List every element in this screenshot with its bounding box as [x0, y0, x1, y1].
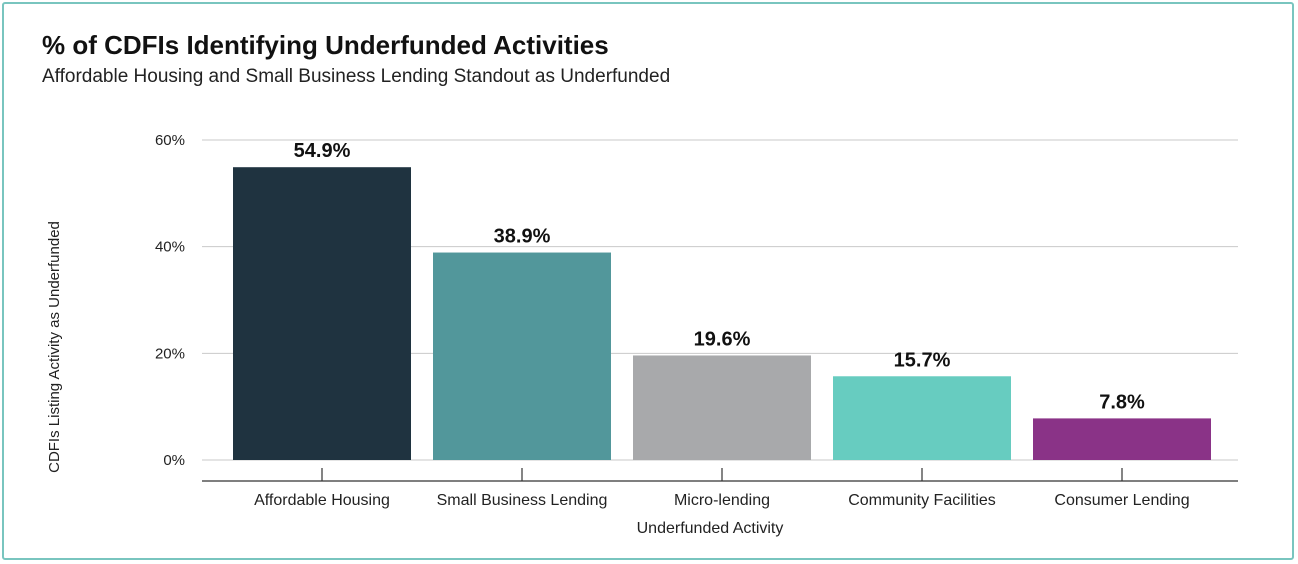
- chart-subtitle: Affordable Housing and Small Business Le…: [42, 66, 671, 87]
- data-labels: 54.9% 38.9% 19.6% 15.7% 7.8%: [294, 140, 1145, 413]
- x-axis: Affordable Housing Small Business Lending…: [202, 468, 1238, 509]
- y-tick-label: 0%: [163, 452, 185, 469]
- bars: [233, 167, 1211, 460]
- bar: [233, 167, 411, 460]
- x-tick-label: Affordable Housing: [254, 492, 390, 509]
- y-tick-label: 60%: [155, 132, 185, 149]
- data-label: 7.8%: [1099, 391, 1145, 413]
- chart-title: % of CDFIs Identifying Underfunded Activ…: [42, 30, 609, 60]
- x-tick-label: Small Business Lending: [437, 492, 608, 509]
- bar: [1033, 418, 1211, 460]
- bar: [433, 252, 611, 460]
- data-label: 38.9%: [494, 226, 551, 248]
- data-label: 19.6%: [694, 328, 751, 350]
- y-axis-title: CDFIs Listing Activity as Underfunded: [46, 221, 63, 473]
- x-tick-label: Micro-lending: [674, 492, 770, 509]
- bar: [833, 376, 1011, 460]
- x-axis-title: Underfunded Activity: [637, 520, 784, 537]
- data-label: 54.9%: [294, 140, 351, 162]
- data-label: 15.7%: [894, 349, 951, 371]
- bar: [633, 355, 811, 460]
- y-axis-ticks: 0% 20% 40% 60%: [155, 132, 185, 469]
- y-tick-label: 40%: [155, 239, 185, 256]
- x-tick-label: Consumer Lending: [1054, 492, 1189, 509]
- y-tick-label: 20%: [155, 345, 185, 362]
- x-tick-label: Community Facilities: [848, 492, 996, 509]
